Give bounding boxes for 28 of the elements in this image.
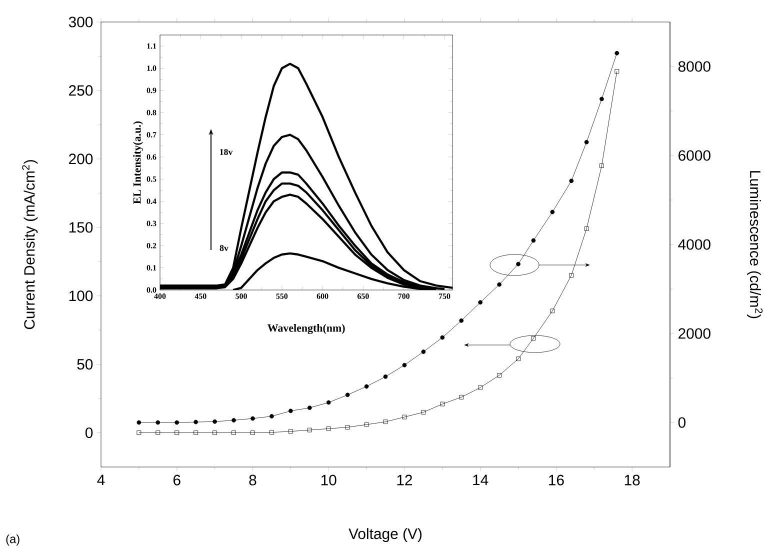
annotation: 18v	[220, 148, 233, 156]
y-tick-label: 150	[69, 222, 93, 233]
annotation: 8v	[220, 244, 228, 252]
y-tick-label: 300	[68, 16, 93, 28]
y-tick-label: 50	[77, 359, 93, 370]
text: (a)	[6, 534, 20, 546]
x-tick-label: 12	[397, 474, 412, 486]
x-tick-label: 18	[624, 474, 640, 486]
y-tick-label: 0	[85, 427, 93, 438]
y-axis-title: EL Intensity(a.u.)	[133, 121, 144, 204]
x-axis-title: Wavelength(nm)	[267, 324, 345, 334]
y-tick-label: 200	[69, 154, 93, 164]
x-tick-label: 14	[473, 474, 488, 486]
y2-tick-label: 8000	[678, 61, 710, 72]
y-axis-title: Current Density (mA/cm$^{2}$)	[22, 160, 38, 330]
y2-tick-label: 0	[678, 417, 686, 428]
x-tick-label: 6	[173, 474, 180, 486]
y-tick-label: 250	[69, 85, 93, 96]
x-tick-label: 8	[249, 474, 256, 486]
y2-tick-label: 4000	[678, 239, 710, 250]
x-tick-label: 16	[549, 474, 564, 486]
x-tick-label: 4	[97, 474, 105, 486]
y-tick-label: 100	[69, 290, 93, 302]
x-axis-title: Voltage (V)	[348, 528, 422, 542]
y2-tick-label: 6000	[678, 150, 710, 161]
x-tick-label: 10	[321, 474, 336, 486]
y2-axis-title: Luminescence (cd/m$^{2}$)	[746, 171, 763, 318]
y2-tick-label: 2000	[678, 328, 710, 339]
